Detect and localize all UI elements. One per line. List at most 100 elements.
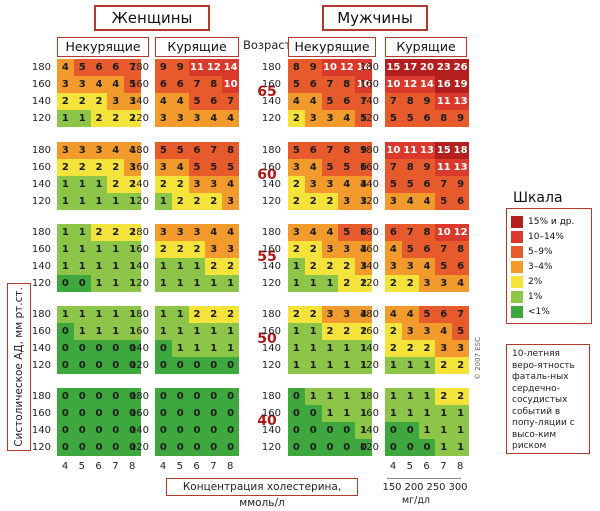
risk-cell: 0 (418, 439, 436, 456)
risk-cell: 0 (57, 323, 74, 340)
risk-cell: 3 (73, 142, 91, 159)
risk-cell: 1 (107, 306, 125, 323)
bp-tick-180: 180 (129, 145, 149, 156)
risk-cell: 10 (321, 59, 339, 76)
risk-cell: 1 (90, 258, 108, 275)
risk-cell: 1 (205, 275, 223, 292)
risk-cell: 2 (188, 193, 206, 210)
risk-cell: 0 (188, 439, 206, 456)
risk-cell: 0 (205, 388, 223, 405)
risk-cell: 5 (338, 159, 356, 176)
risk-cell: 1 (355, 340, 372, 357)
risk-cell: 2 (90, 110, 108, 127)
risk-cell: 3 (124, 159, 141, 176)
risk-cell: 1 (90, 193, 108, 210)
risk-cell: 2 (222, 306, 239, 323)
risk-cell: 2 (304, 193, 322, 210)
bp-tick-160: 160 (31, 79, 51, 90)
bp-tick-160: 160 (261, 244, 281, 255)
risk-cell: 6 (452, 193, 469, 210)
legend-label: 10–14% (528, 231, 564, 242)
risk-cell: 15 (385, 59, 402, 76)
risk-cell: 0 (155, 357, 172, 374)
risk-cell: 10 (222, 76, 239, 93)
risk-cell: 1 (355, 405, 372, 422)
y-axis-label: Систолическое АД, мм рт.ст. (13, 287, 25, 447)
risk-cell: 1 (304, 340, 322, 357)
risk-cell: 1 (90, 306, 108, 323)
risk-cell: 12 (452, 224, 469, 241)
risk-cell: 4 (385, 306, 402, 323)
risk-cell: 3 (124, 93, 141, 110)
risk-cell: 1 (321, 357, 339, 374)
risk-cell: 1 (338, 388, 356, 405)
risk-cell: 1 (73, 323, 91, 340)
risk-cell: 1 (385, 405, 402, 422)
risk-cell: 5 (288, 76, 305, 93)
risk-cell: 1 (124, 323, 141, 340)
bp-tick-140: 140 (129, 425, 149, 436)
risk-cell: 8 (205, 76, 223, 93)
bp-tick-140: 140 (261, 343, 281, 354)
risk-cell: 9 (304, 59, 322, 76)
risk-cell: 1 (304, 323, 322, 340)
legend-item: <1% (511, 305, 550, 318)
risk-cell: 11 (188, 59, 206, 76)
men-smoking-header: Курящие (385, 37, 467, 57)
risk-cell: 1 (57, 176, 74, 193)
risk-cell: 3 (321, 110, 339, 127)
women-smoking-header: Курящие (155, 37, 239, 57)
bp-tick-140: 140 (359, 96, 379, 107)
risk-cell: 13 (452, 93, 469, 110)
bp-tick-120: 120 (261, 196, 281, 207)
risk-cell: 0 (155, 422, 172, 439)
risk-cell: 0 (57, 275, 74, 292)
risk-cell: 0 (57, 357, 74, 374)
bp-tick-140: 140 (31, 179, 51, 190)
bp-tick-160: 160 (129, 326, 149, 337)
legend-label: 5–9% (528, 246, 553, 257)
risk-cell: 8 (452, 241, 469, 258)
risk-cell: 7 (401, 224, 419, 241)
risk-cell: 3 (338, 193, 356, 210)
legend-item: 3–4% (511, 260, 553, 273)
risk-cell: 2 (90, 93, 108, 110)
risk-cell: 2 (124, 176, 141, 193)
risk-cell: 4 (107, 76, 125, 93)
risk-cell: 7 (452, 306, 469, 323)
risk-cell: 4 (385, 241, 402, 258)
bp-tick-180: 180 (359, 309, 379, 320)
risk-cell: 8 (401, 159, 419, 176)
mg-tick-150: 150 (382, 482, 402, 493)
bp-tick-140: 140 (31, 261, 51, 272)
bp-tick-160: 160 (129, 408, 149, 419)
risk-cell: 4 (90, 76, 108, 93)
bp-tick-180: 180 (129, 227, 149, 238)
risk-cell: 1 (188, 340, 206, 357)
risk-grid-women-smoking-65: 9 9 11 12 14 6 6 7 8 10 4 4 5 6 7 3 3 3 4 4 (155, 59, 239, 127)
risk-cell: 9 (171, 59, 189, 76)
bp-tick-180: 180 (359, 227, 379, 238)
legend-swatch (511, 290, 523, 303)
risk-cell: 1 (155, 258, 172, 275)
legend-swatch (511, 245, 523, 258)
risk-cell: 1 (321, 405, 339, 422)
risk-cell: 0 (188, 357, 206, 374)
risk-cell: 1 (338, 405, 356, 422)
risk-cell: 2 (155, 241, 172, 258)
risk-cell: 1 (73, 176, 91, 193)
risk-cell: 2 (107, 224, 125, 241)
risk-cell: 26 (452, 59, 469, 76)
bp-tick-140: 140 (261, 261, 281, 272)
risk-cell: 9 (452, 176, 469, 193)
cholesterol-tick-6: 6 (423, 461, 430, 472)
legend-swatch (511, 260, 523, 273)
bp-tick-180: 180 (31, 62, 51, 73)
risk-cell: 0 (73, 422, 91, 439)
risk-cell: 0 (57, 405, 74, 422)
risk-cell: 5 (418, 306, 436, 323)
risk-cell: 1 (288, 357, 305, 374)
